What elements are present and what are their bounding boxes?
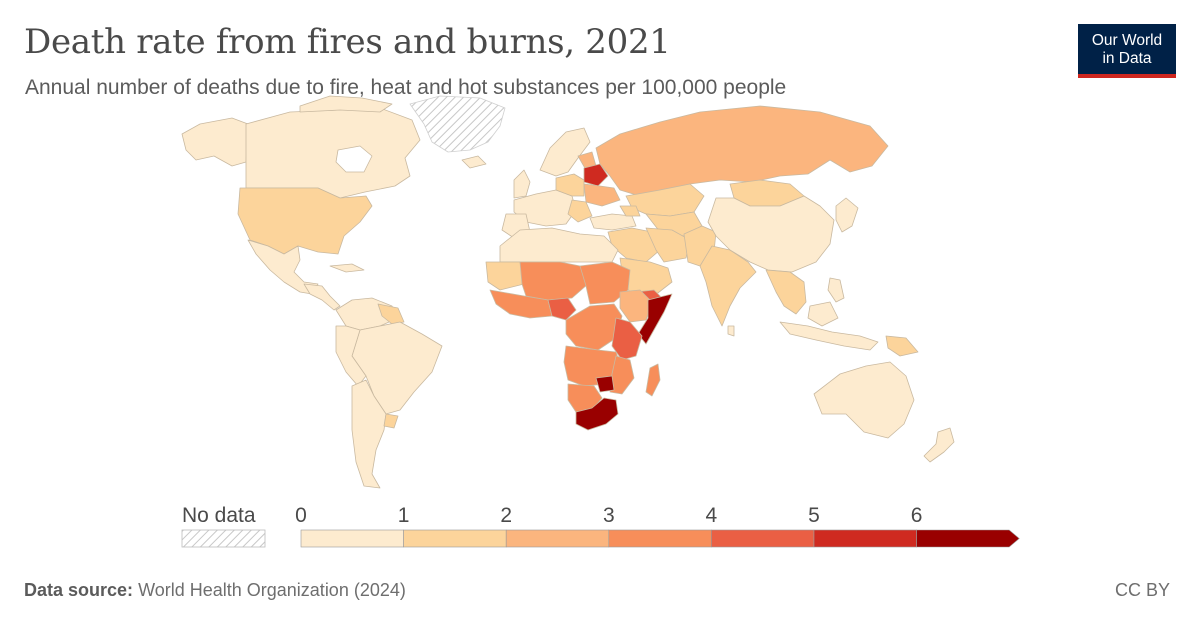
logo-line-1: Our World [1091,32,1163,49]
legend-tick-4: 4 [706,504,718,527]
region-iran[interactable] [645,227,691,263]
region-mali-niger[interactable] [519,261,589,301]
region-uruguay[interactable] [383,413,399,429]
region-arctic-islands[interactable] [299,95,393,113]
region-papua-new-guinea[interactable] [885,335,919,357]
logo-accent-bar [1078,74,1176,78]
region-uk-ireland[interactable] [513,169,531,199]
region-ukraine[interactable] [583,183,621,207]
region-china[interactable] [707,195,835,273]
chart-subtitle: Annual number of deaths due to fire, hea… [25,76,787,99]
region-indonesia[interactable] [779,321,879,351]
region-nigeria[interactable] [547,297,577,321]
region-scandinavia[interactable] [539,127,591,177]
legend-tick-3: 3 [603,504,615,527]
legend-bin-0[interactable] [300,529,404,548]
legend-bin-6[interactable] [916,529,1020,548]
map-land [181,95,955,489]
region-mexico[interactable] [247,239,319,295]
region-russia[interactable] [595,105,889,197]
legend-no-data-label: No data [182,504,256,527]
region-caucasus[interactable] [619,205,641,217]
region-mozambique[interactable] [609,355,635,395]
license-label[interactable]: CC BY [1114,580,1170,600]
region-cuba[interactable] [329,263,365,273]
owid-logo[interactable]: Our World in Data [1078,24,1176,78]
region-canada[interactable] [245,107,421,199]
legend-tick-1: 1 [398,504,410,527]
region-iceland[interactable] [461,155,487,169]
region-new-zealand[interactable] [923,427,955,463]
legend-tick-5: 5 [808,504,820,527]
region-borneo[interactable] [807,301,839,327]
region-hudson-bay [335,145,373,173]
legend-bin-1[interactable] [403,529,507,548]
region-southeast-asia[interactable] [765,269,807,315]
data-source-text[interactable]: World Health Organization (2024) [138,580,406,600]
legend-bin-2[interactable] [505,529,610,548]
region-madagascar[interactable] [645,363,661,397]
legend-tick-labels: 0 1 2 3 4 5 6 [295,504,922,527]
region-belarus[interactable] [583,163,609,187]
region-philippines[interactable] [827,277,845,303]
chart-title: Death rate from fires and burns, 2021 [24,22,671,62]
region-central-america[interactable] [303,283,341,311]
legend-bin-5[interactable] [813,529,917,548]
region-west-africa-coast[interactable] [489,289,553,319]
map-legend: No data 0 1 2 3 4 5 6 [181,504,1020,548]
data-source-label: Data source: [24,580,134,600]
region-zimbabwe[interactable] [595,375,615,393]
region-balkans[interactable] [567,199,593,223]
region-korea-japan[interactable] [835,197,859,233]
region-sri-lanka[interactable] [727,325,735,337]
region-central-europe[interactable] [555,173,585,197]
region-india[interactable] [699,245,757,327]
region-greenland[interactable] [409,95,506,153]
region-south-africa[interactable] [575,397,619,431]
region-argentina-chile[interactable] [351,379,387,489]
region-ethiopia[interactable] [619,289,653,323]
region-east-africa[interactable] [611,317,643,361]
region-north-africa[interactable] [499,227,619,263]
region-somalia[interactable] [637,293,673,345]
legend-tick-6: 6 [911,504,923,527]
data-source: Data source: World Health Organization (… [24,580,406,601]
legend-tick-0: 0 [295,504,307,527]
region-peru-bolivia[interactable] [335,325,367,387]
legend-no-data-swatch [181,529,266,548]
legend-bin-3[interactable] [608,529,712,548]
region-turkey[interactable] [589,213,637,231]
legend-bin-4[interactable] [711,529,815,548]
region-alaska[interactable] [181,117,249,167]
legend-tick-2: 2 [500,504,512,527]
legend-color-bins [300,529,1020,548]
region-australia[interactable] [813,361,915,439]
region-west-sahara-mauritania[interactable] [485,261,525,291]
logo-line-2: in Data [1102,50,1152,67]
